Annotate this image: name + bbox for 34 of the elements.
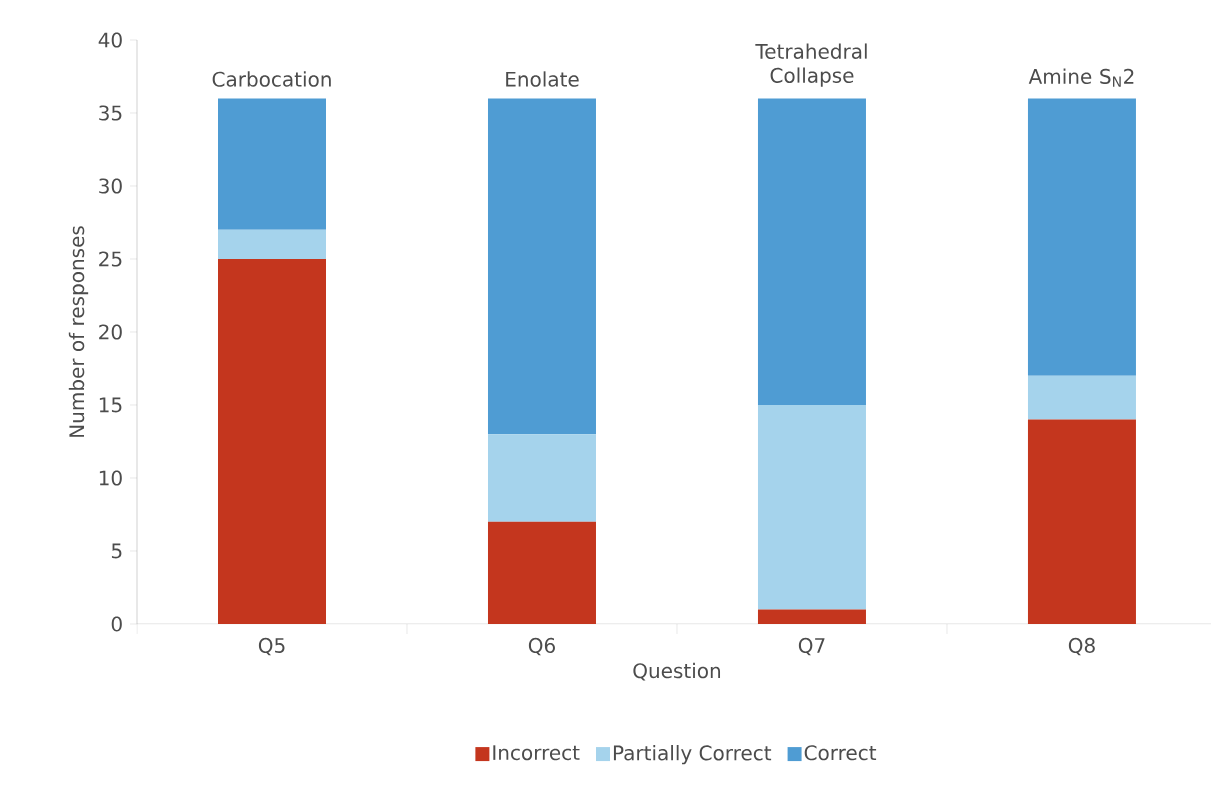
x-axis-title: Question bbox=[633, 662, 721, 681]
annotation: Carbocation bbox=[212, 71, 331, 87]
y-tick-label: 5 bbox=[111, 543, 122, 559]
x-tick-label: Q5 bbox=[258, 637, 285, 656]
bar bbox=[1027, 98, 1136, 376]
annotation: Tetrahedral Collapse bbox=[755, 43, 867, 87]
legend-label: Correct bbox=[804, 745, 877, 761]
y-tick-label: 30 bbox=[99, 178, 122, 194]
bar bbox=[487, 434, 596, 522]
bar bbox=[1027, 375, 1136, 420]
annotation: Enolate bbox=[506, 71, 579, 87]
bar bbox=[487, 521, 596, 624]
y-tick-label: 20 bbox=[99, 324, 122, 340]
legend-label: Incorrect bbox=[493, 745, 580, 761]
y-tick-label: 35 bbox=[99, 105, 122, 121]
y-tick-label: 10 bbox=[99, 470, 122, 486]
bar bbox=[757, 98, 866, 405]
bar bbox=[757, 404, 866, 610]
annotation: Amine S$_{N}$2 bbox=[1028, 68, 1134, 87]
bar bbox=[487, 98, 596, 435]
x-tick-label: Q7 bbox=[798, 637, 825, 656]
bar bbox=[1027, 419, 1136, 624]
y-tick-label: 0 bbox=[111, 616, 122, 632]
y-axis-title: Number of responses bbox=[68, 226, 89, 437]
bar bbox=[218, 229, 326, 259]
legend-label: Partially Correct bbox=[613, 744, 772, 765]
y-tick-label: 40 bbox=[98, 32, 122, 48]
bar bbox=[218, 258, 326, 624]
y-tick-label: 25 bbox=[99, 251, 122, 267]
x-tick-label: Q6 bbox=[528, 637, 555, 656]
bar bbox=[218, 98, 326, 230]
bar bbox=[757, 609, 866, 624]
x-tick-label: Q8 bbox=[1068, 637, 1095, 656]
y-tick-label: 15 bbox=[99, 397, 122, 413]
